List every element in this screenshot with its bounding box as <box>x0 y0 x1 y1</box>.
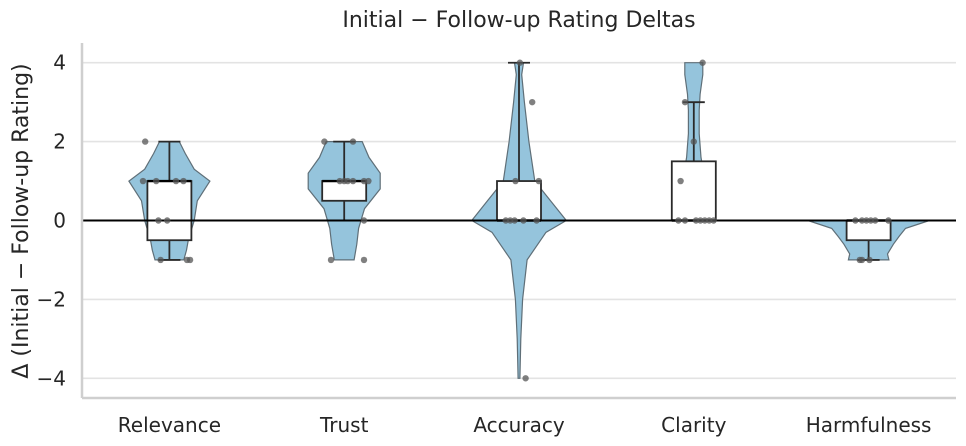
y-tick-label: 4 <box>53 51 66 75</box>
data-point <box>885 217 892 224</box>
boxplot-relevance <box>146 140 193 261</box>
data-point <box>697 217 704 224</box>
chart-title: Initial − Follow-up Rating Deltas <box>342 8 695 33</box>
data-point <box>867 217 874 224</box>
data-point <box>502 217 509 224</box>
data-point <box>157 256 164 264</box>
data-point <box>858 256 866 264</box>
data-point <box>858 217 866 224</box>
data-point <box>675 217 682 224</box>
y-tick-label: 0 <box>53 209 66 233</box>
x-tick-label: Harmfulness <box>806 413 932 437</box>
data-point <box>155 217 162 224</box>
box-iqr <box>845 219 892 242</box>
data-point <box>186 256 194 264</box>
data-point <box>511 217 518 224</box>
data-point <box>681 98 689 106</box>
data-point <box>180 177 187 185</box>
data-point <box>336 177 343 185</box>
y-tick-label: −4 <box>37 366 66 390</box>
box-iqr <box>670 160 717 222</box>
y-axis-label: Δ (Initial − Follow-up Rating) <box>9 63 34 378</box>
y-tick-label: 2 <box>53 130 66 154</box>
x-tick-label: Accuracy <box>473 413 564 437</box>
data-point <box>164 217 171 224</box>
x-tick-label: Relevance <box>118 413 221 437</box>
data-point <box>520 217 527 224</box>
data-point <box>710 217 717 224</box>
data-point <box>142 138 149 145</box>
data-point <box>360 256 368 264</box>
data-point <box>692 217 700 224</box>
data-point <box>153 177 160 185</box>
data-point <box>507 217 514 224</box>
data-point <box>139 177 147 185</box>
data-point <box>172 177 180 185</box>
data-point <box>321 138 328 145</box>
data-point <box>529 98 536 106</box>
data-point <box>872 217 879 224</box>
data-point <box>533 217 540 224</box>
data-point <box>866 256 873 264</box>
data-point <box>852 217 859 224</box>
data-point <box>690 138 697 145</box>
boxplot-trust <box>321 140 368 222</box>
box-iqr <box>146 180 193 242</box>
data-point <box>699 59 706 66</box>
data-point <box>512 177 519 185</box>
data-point <box>327 256 335 264</box>
data-point <box>365 177 372 185</box>
data-point <box>701 217 708 224</box>
data-point <box>360 217 368 224</box>
data-point <box>349 138 357 145</box>
data-point <box>522 375 529 382</box>
data-point <box>681 217 689 224</box>
y-tick-label: −2 <box>37 287 66 311</box>
data-point <box>349 177 357 185</box>
data-point <box>360 177 368 185</box>
x-tick-label: Clarity <box>661 413 726 437</box>
data-point <box>863 217 870 224</box>
box-iqr <box>496 180 542 222</box>
data-point <box>535 177 542 185</box>
data-point <box>677 177 684 185</box>
data-point <box>706 217 713 224</box>
x-tick-label: Trust <box>319 413 369 437</box>
boxplot-accuracy <box>496 61 542 222</box>
boxplot-clarity <box>670 101 717 222</box>
data-point <box>516 59 524 66</box>
data-point <box>344 177 351 185</box>
